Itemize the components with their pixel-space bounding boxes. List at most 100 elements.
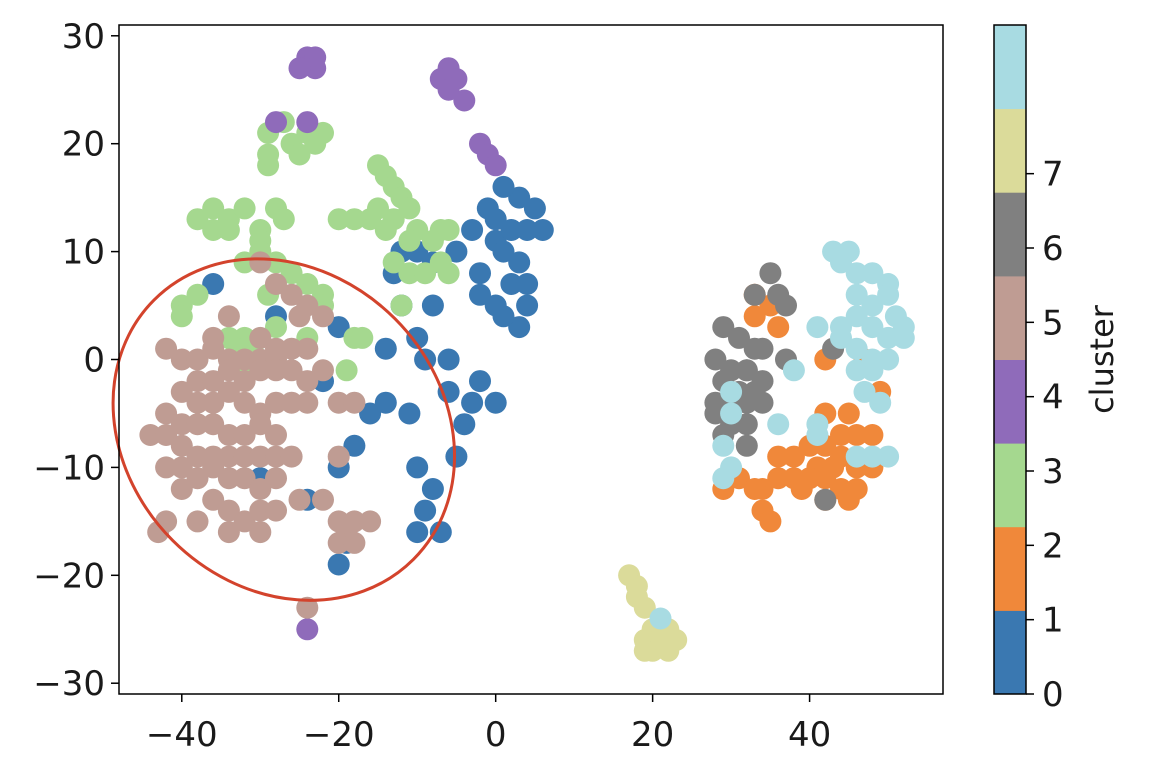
data-point-cluster-4 [186,510,209,533]
data-point-cluster-1 [767,445,790,468]
data-point-cluster-3 [265,111,287,134]
data-point-cluster-4 [343,510,366,533]
data-point-cluster-4 [233,391,256,414]
colorbar-frame [993,24,1027,695]
data-point-cluster-4 [265,424,287,446]
data-point-cluster-5 [743,337,766,360]
data-point-cluster-1 [837,402,860,425]
data-point-cluster-0 [516,294,539,317]
axes-layer: −40 −20 0 20 40 −30 −20 −10 0 10 20 30 [33,17,831,755]
data-point-cluster-7 [845,305,868,328]
data-point-cluster-7 [845,262,868,285]
data-point-cluster-0 [406,456,429,479]
data-point-cluster-1 [782,445,805,468]
colorbar-tick-label: 4 [1042,378,1064,418]
data-point-cluster-4 [359,510,382,533]
y-tick-label: 20 [62,125,105,165]
data-point-cluster-4 [217,305,240,328]
data-point-cluster-4 [155,402,178,425]
data-point-cluster-4 [249,359,272,382]
colorbar-segment [994,526,1026,611]
data-point-cluster-0 [414,499,437,522]
data-point-cluster-4 [296,596,319,619]
data-point-cluster-4 [327,445,350,468]
data-point-cluster-4 [170,434,193,457]
data-point-cluster-3 [484,154,507,177]
data-point-cluster-0 [469,262,491,285]
data-point-cluster-1 [790,478,813,500]
y-tick-label: 10 [62,233,105,273]
data-point-cluster-4 [343,391,366,414]
data-point-cluster-0 [359,402,382,425]
data-point-cluster-7 [720,380,743,403]
data-point-cluster-4 [155,456,178,479]
data-point-cluster-1 [743,305,766,328]
colorbar-segment [994,108,1026,193]
data-point-cluster-4 [186,391,209,414]
data-point-cluster-0 [516,273,539,295]
data-point-cluster-2 [186,283,209,306]
data-point-cluster-4 [280,337,303,360]
data-point-cluster-0 [343,434,366,457]
colorbar-segment [994,25,1026,110]
data-point-cluster-2 [398,229,421,252]
data-point-cluster-1 [767,467,790,490]
data-point-cluster-0 [406,326,429,349]
data-point-cluster-3 [296,618,319,641]
data-point-cluster-7 [830,326,852,349]
data-point-cluster-0 [421,294,444,317]
data-point-cluster-7 [861,262,884,285]
data-point-cluster-7 [853,380,876,403]
data-point-cluster-2 [296,273,319,295]
data-point-cluster-4 [186,348,209,371]
data-point-cluster-4 [202,413,225,436]
data-point-cluster-7 [782,359,805,382]
data-point-cluster-4 [186,413,209,436]
data-point-cluster-0 [202,273,225,295]
data-point-cluster-4 [249,251,272,274]
data-point-cluster-4 [265,445,287,468]
data-point-cluster-4 [249,499,272,522]
data-point-cluster-7 [845,337,868,360]
data-point-cluster-4 [217,521,240,544]
data-point-cluster-4 [217,359,240,382]
data-point-cluster-4 [296,337,319,360]
data-point-cluster-0 [523,197,546,220]
data-point-cluster-4 [265,499,287,522]
data-point-cluster-4 [233,510,256,533]
data-point-cluster-2 [390,294,413,317]
data-point-cluster-1 [767,316,790,339]
data-point-cluster-0 [429,521,452,544]
data-point-cluster-2 [280,262,303,285]
data-point-cluster-2 [335,359,358,382]
x-tick-label: 20 [631,715,674,755]
x-tick-label: −20 [303,715,375,755]
data-point-cluster-2 [217,219,240,241]
data-point-cluster-4 [233,445,256,468]
data-point-cluster-0 [406,521,429,544]
data-point-cluster-5 [728,326,750,349]
data-point-cluster-2 [288,143,311,166]
y-tick-label: −30 [33,664,105,704]
colorbar-label: cluster [1083,304,1121,414]
y-tick-label: −10 [33,448,105,488]
data-point-cluster-4 [233,424,256,446]
data-point-cluster-4 [312,488,334,511]
data-point-cluster-4 [327,531,350,554]
data-point-cluster-4 [170,456,193,479]
data-point-cluster-4 [249,326,272,349]
data-point-cluster-0 [469,370,491,393]
data-point-cluster-4 [155,337,178,360]
data-point-cluster-2 [398,262,421,285]
data-point-cluster-2 [272,208,295,231]
colorbar-tick-label: 7 [1042,155,1064,195]
data-point-cluster-7 [877,283,900,306]
data-point-cluster-4 [217,467,240,490]
data-point-cluster-5 [735,391,758,414]
data-point-cluster-4 [186,467,209,490]
data-point-cluster-2 [257,143,280,166]
data-point-cluster-0 [484,391,507,414]
data-point-cluster-4 [280,445,303,468]
colorbar-segment [994,192,1026,277]
data-point-cluster-5 [704,402,727,425]
